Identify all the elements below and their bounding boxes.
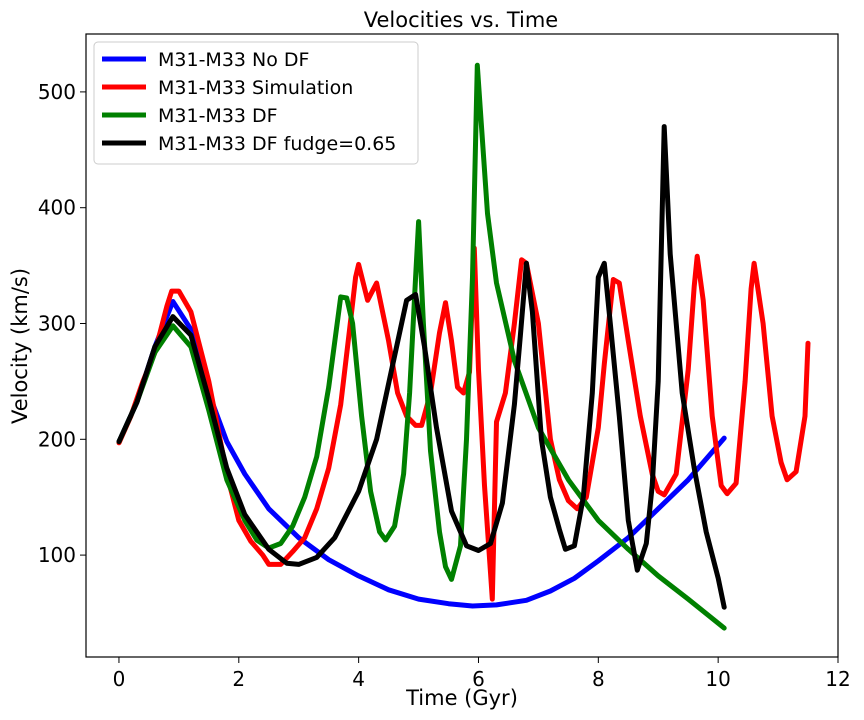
y-tick-label: 500: [38, 80, 76, 104]
x-axis: 0 2 4 6 8 10 12: [113, 657, 851, 691]
x-tick-label: 10: [705, 667, 730, 691]
legend: M31-M33 No DF M31-M33 Simulation M31-M33 D…: [93, 41, 419, 165]
x-tick-label: 6: [472, 667, 485, 691]
x-tick-label: 2: [232, 667, 245, 691]
legend-label-3: M31-M33 DF: [158, 105, 278, 127]
series-line-3: [116, 62, 727, 631]
legend-box: [93, 41, 419, 165]
y-tick-label: 200: [38, 427, 76, 451]
x-tick-label: 12: [825, 667, 850, 691]
x-axis-label: Time (Gyr): [405, 686, 518, 710]
series-layer: [116, 62, 811, 631]
x-tick-label: 8: [592, 667, 605, 691]
x-tick-label: 0: [113, 667, 126, 691]
series-line-4: [116, 124, 727, 610]
x-tick-label: 4: [352, 667, 365, 691]
legend-label-2: M31-M33 Simulation: [158, 77, 353, 99]
series-line-2: [116, 245, 811, 602]
legend-label-4: M31-M33 DF fudge=0.65: [158, 133, 396, 155]
y-tick-label: 100: [38, 543, 76, 567]
chart-title: Velocities vs. Time: [364, 8, 558, 32]
y-tick-label: 400: [38, 196, 76, 220]
y-axis-label: Velocity (km/s): [8, 268, 32, 424]
plot-frame: [85, 33, 839, 658]
y-axis: 100 200 300 400 500: [38, 80, 86, 567]
legend-label-1: M31-M33 No DF: [158, 49, 309, 71]
y-tick-label: 300: [38, 311, 76, 335]
series-line-1: [116, 299, 727, 609]
